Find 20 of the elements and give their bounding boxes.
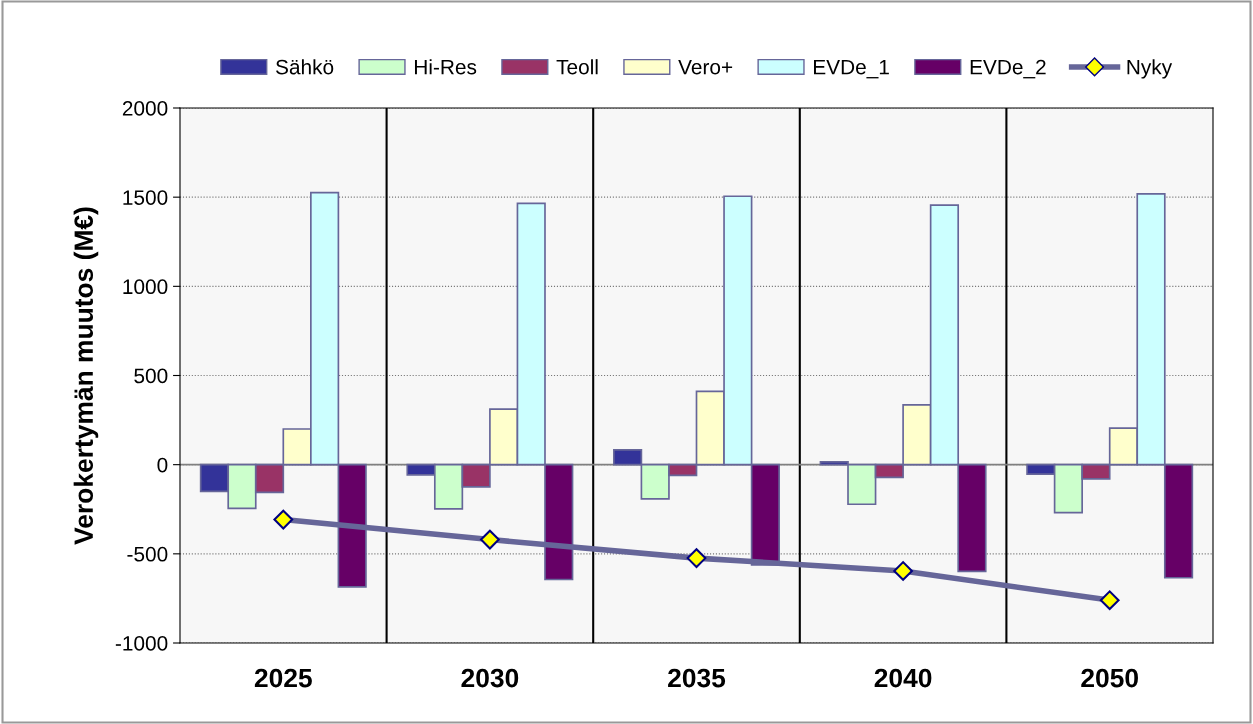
y-tick-label: 2000 — [122, 101, 168, 116]
x-tick-label: 2050 — [1081, 668, 1138, 688]
legend-label: Nyky — [1127, 59, 1173, 79]
y-axis-title: Verokertymän muutos (M€) — [73, 207, 99, 545]
legend-label: Teoll — [556, 59, 598, 75]
y-tick-label: -500 — [127, 546, 168, 562]
y-tick-label: 0 — [157, 457, 168, 473]
y-tick-label: 1000 — [123, 279, 168, 295]
y-tick-label: -1000 — [115, 636, 168, 651]
legend-label: EVDe_2 — [970, 59, 1046, 79]
x-tick-label: 2040 — [874, 668, 932, 688]
x-tick-label: 2025 — [254, 668, 312, 688]
legend-label: EVDe_1 — [814, 59, 889, 79]
legend-label: Vero+ — [678, 59, 733, 75]
legend-label: Hi-Res — [414, 59, 477, 75]
x-tick-label: 2035 — [668, 668, 726, 688]
x-tick-label: 2030 — [461, 668, 519, 688]
y-tick-label: 500 — [134, 368, 168, 384]
y-tick-label: 1500 — [123, 190, 168, 205]
legend-label: Sähkö — [275, 59, 334, 75]
